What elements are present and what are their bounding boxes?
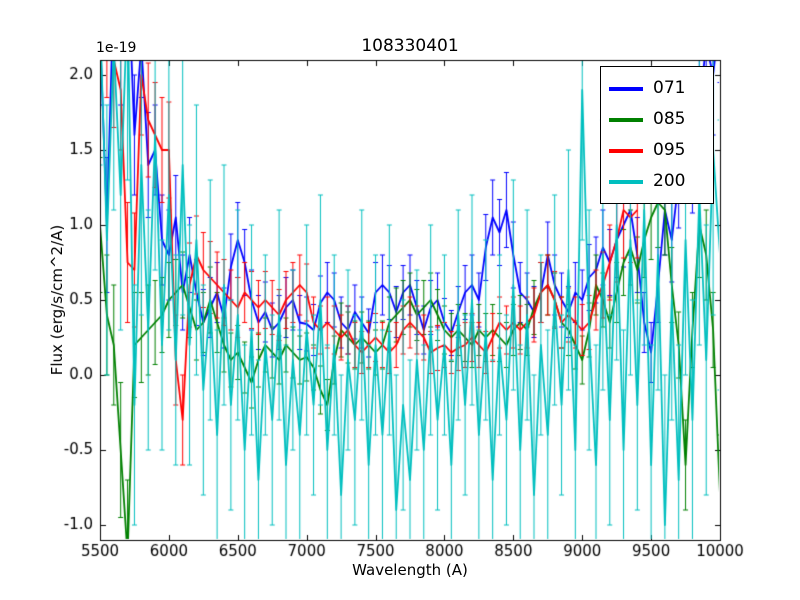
- legend-line-swatch: [609, 179, 643, 184]
- y-axis-label: Flux (erg/s/cm^2/A): [48, 224, 66, 376]
- legend-item-label: 200: [653, 171, 686, 191]
- y-axis-offset-label: 1e-19: [96, 40, 137, 56]
- legend-item-095: 095: [609, 135, 705, 166]
- chart-title: 108330401: [361, 36, 459, 56]
- legend-line-swatch: [609, 148, 643, 153]
- legend: 071 085 095 200: [600, 66, 714, 204]
- legend-item-200: 200: [609, 166, 705, 197]
- legend-item-071: 071: [609, 73, 705, 104]
- legend-item-label: 085: [653, 109, 686, 129]
- x-axis-label: Wavelength (A): [352, 561, 468, 579]
- legend-item-label: 071: [653, 78, 686, 98]
- legend-line-swatch: [609, 86, 643, 91]
- legend-line-swatch: [609, 117, 643, 122]
- legend-item-085: 085: [609, 104, 705, 135]
- legend-item-label: 095: [653, 140, 686, 160]
